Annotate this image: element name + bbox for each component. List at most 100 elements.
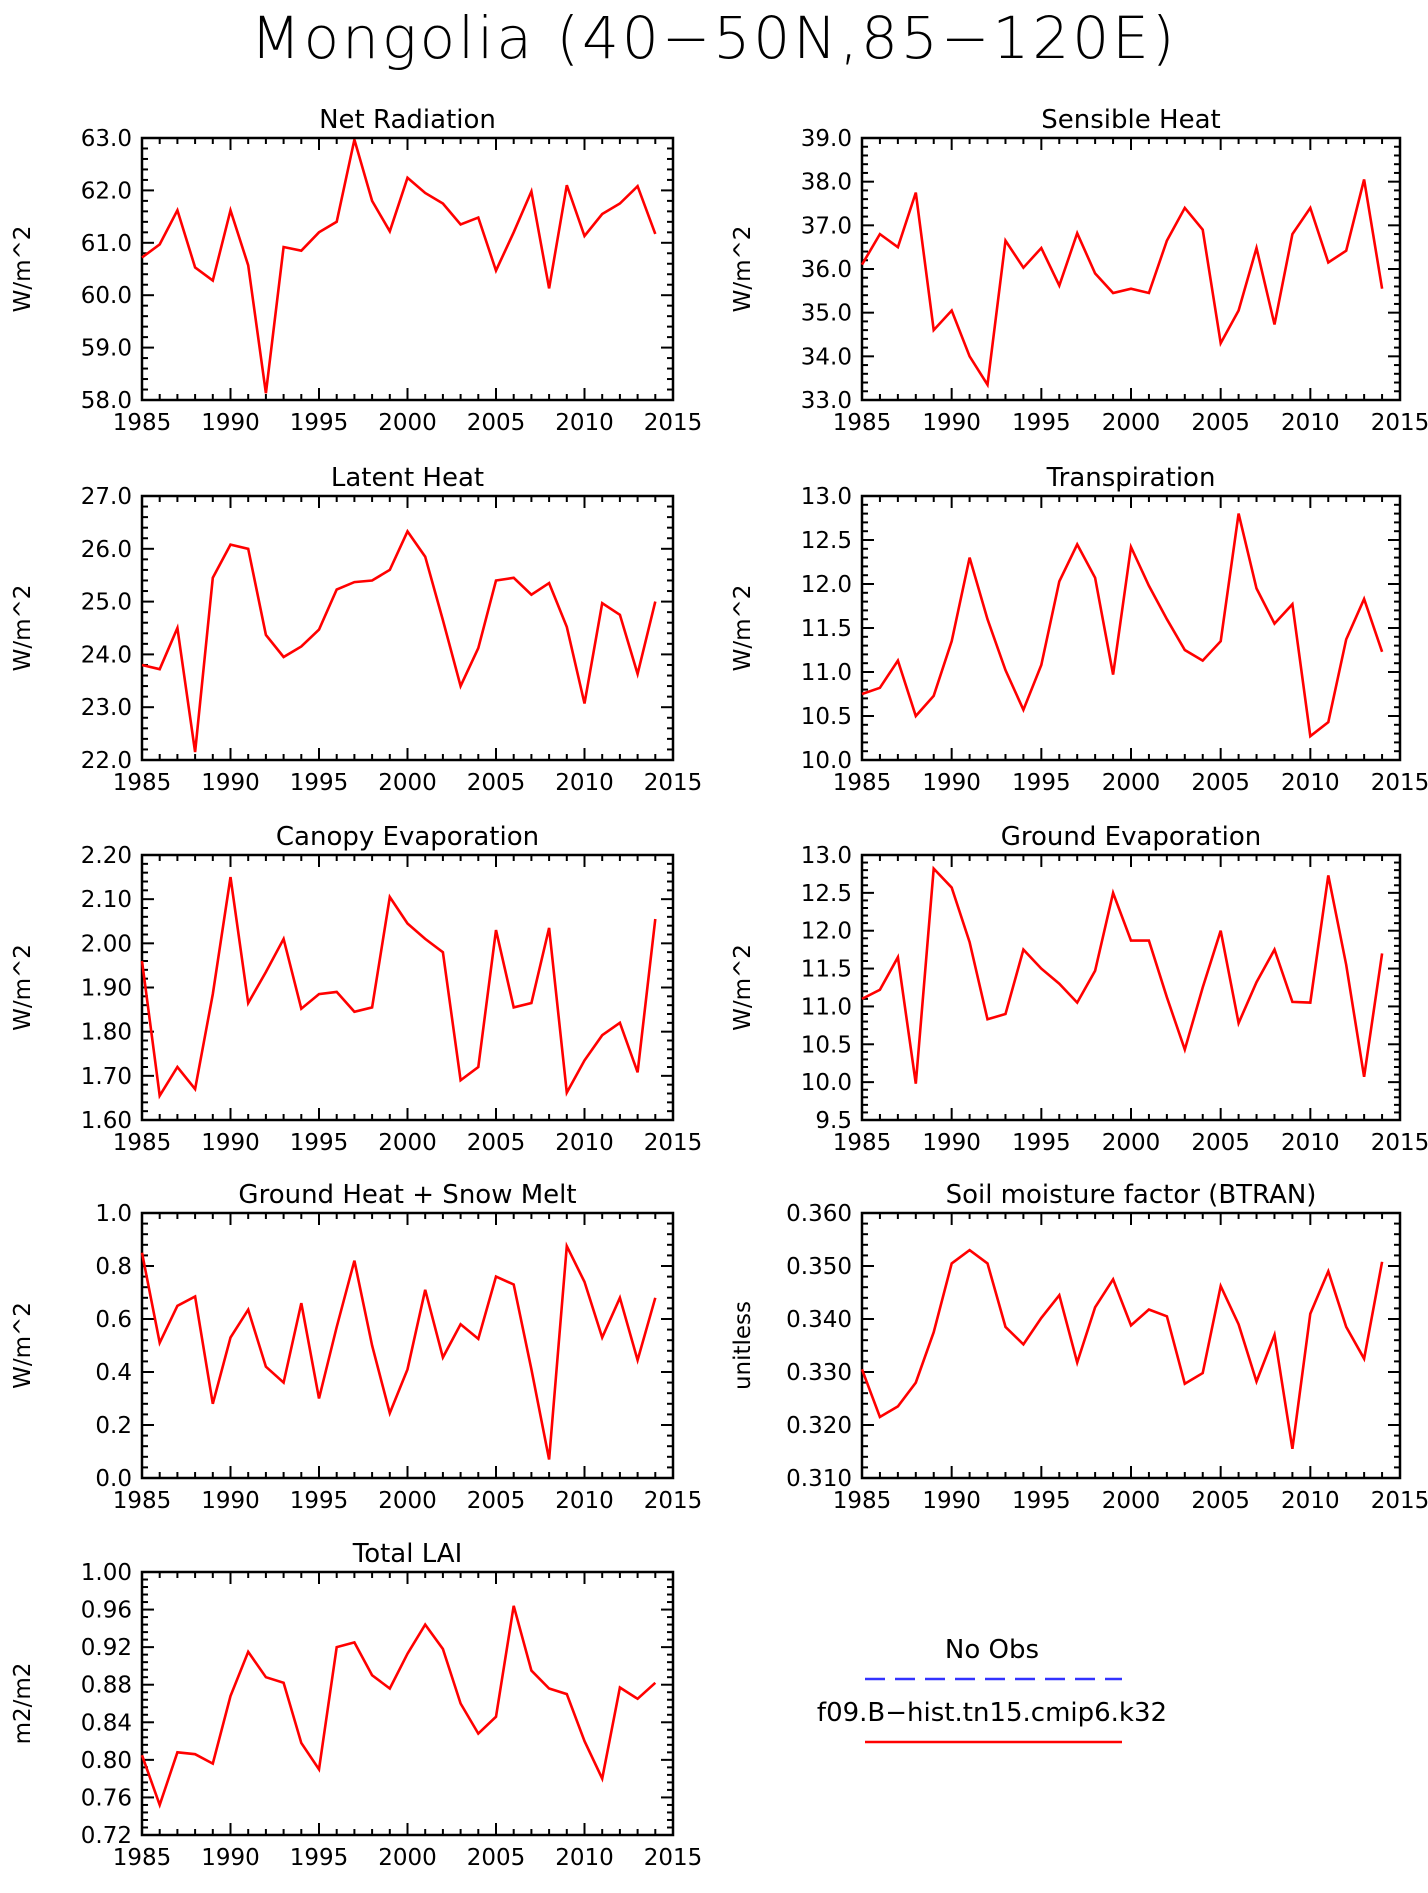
x-tick-label: 1990	[922, 1130, 981, 1156]
y-tick-label: 22.0	[81, 748, 132, 774]
legend: No Obs f09.B−hist.tn15.cmip6.k32	[817, 1635, 1167, 1744]
y-tick-label: 59.0	[81, 336, 132, 362]
y-tick-label: 24.0	[81, 642, 132, 668]
plot-frame	[860, 494, 1402, 762]
y-tick-label: 9.5	[815, 1108, 852, 1134]
y-tick-label: 0.6	[95, 1307, 132, 1333]
series-line	[861, 865, 1384, 1084]
x-tick-label: 2005	[467, 1130, 526, 1156]
x-tick-label: 2000	[1102, 1130, 1161, 1156]
x-tick-label: 2015	[644, 1845, 703, 1871]
series-line	[141, 139, 657, 394]
panel-title: Canopy Evaporation	[276, 822, 539, 852]
plot-frame	[140, 853, 675, 1122]
y-tick-label: 0.360	[786, 1201, 852, 1227]
panel-title: Latent Heat	[331, 463, 484, 493]
x-tick-label: 2000	[1102, 1488, 1161, 1514]
y-tick-label: 33.0	[801, 388, 852, 414]
y-tick-label: 60.0	[81, 283, 132, 309]
y-tick-label: 0.0	[95, 1466, 132, 1492]
y-axis-label: m2/m2	[10, 1663, 36, 1745]
panel-title: Ground Evaporation	[1001, 822, 1261, 852]
y-tick-label: 11.5	[801, 616, 852, 642]
x-tick-label: 2015	[1371, 1488, 1428, 1514]
y-tick-label: 12.5	[801, 528, 852, 554]
y-tick-label: 12.0	[801, 919, 852, 945]
y-tick-label: 63.0	[81, 126, 132, 152]
y-tick-label: 10.5	[801, 704, 852, 730]
x-tick-label: 1985	[833, 1130, 892, 1156]
y-tick-label: 2.10	[81, 887, 132, 913]
plot-frame	[140, 494, 675, 762]
y-tick-label: 62.0	[81, 178, 132, 204]
x-tick-label: 2000	[378, 770, 437, 796]
x-tick-label: 2015	[644, 1130, 703, 1156]
x-tick-label: 1985	[113, 1845, 172, 1871]
x-tick-label: 2005	[1191, 410, 1250, 436]
y-tick-label: 10.0	[801, 748, 852, 774]
y-tick-label: 13.0	[801, 843, 852, 869]
y-axis-label: W/m^2	[10, 944, 36, 1031]
x-tick-label: 1985	[833, 410, 892, 436]
y-tick-label: 13.0	[801, 484, 852, 510]
x-tick-label: 2000	[1102, 410, 1161, 436]
y-tick-label: 2.20	[81, 843, 132, 869]
legend-obs-label: No Obs	[945, 1635, 1039, 1665]
x-tick-label: 2000	[378, 1488, 437, 1514]
x-tick-label: 1985	[113, 410, 172, 436]
panel-1: 1985 1990 1995 2000 2005 2010 2015 33.0 34.0 35.0…	[730, 105, 1428, 436]
plot-frame	[140, 1570, 675, 1837]
x-tick-label: 2010	[555, 1130, 614, 1156]
series-line	[141, 528, 657, 753]
x-tick-label: 1995	[1012, 770, 1071, 796]
panel-7: 1985 1990 1995 2000 2005 2010 2015 0.310 0.320 0.…	[730, 1180, 1428, 1514]
plot-frame	[860, 1211, 1402, 1480]
y-tick-label: 0.92	[81, 1635, 132, 1661]
y-tick-label: 0.320	[786, 1413, 852, 1439]
x-tick-label: 2005	[467, 1488, 526, 1514]
x-tick-label: 2000	[378, 1130, 437, 1156]
x-tick-label: 2015	[1371, 770, 1428, 796]
y-tick-label: 0.2	[95, 1413, 132, 1439]
y-tick-label: 1.90	[81, 976, 132, 1002]
y-tick-label: 27.0	[81, 484, 132, 510]
x-tick-label: 2015	[644, 410, 703, 436]
page-title: Mongolia (40−50N,85−120E)	[250, 4, 1178, 72]
panel-2: 1985 1990 1995 2000 2005 2010 2015 22.0 23.0 24.0…	[10, 463, 702, 796]
plot-frame	[860, 136, 1402, 402]
series-line	[860, 179, 1384, 389]
y-axis-label: W/m^2	[730, 585, 756, 672]
y-tick-label: 1.60	[81, 1108, 132, 1134]
x-tick-label: 1995	[290, 1488, 349, 1514]
y-tick-label: 1.80	[81, 1020, 132, 1046]
panel-title: Ground Heat + Snow Melt	[238, 1180, 576, 1210]
x-tick-label: 2005	[467, 1845, 526, 1871]
y-tick-label: 11.0	[801, 994, 852, 1020]
y-tick-label: 0.96	[81, 1598, 132, 1624]
plot-frame	[140, 1211, 675, 1480]
panel-4: 1985 1990 1995 2000 2005 2010 2015 1.60 1.70 1.80…	[10, 822, 702, 1156]
y-tick-label: 0.80	[81, 1748, 132, 1774]
x-tick-label: 2005	[1191, 1488, 1250, 1514]
y-tick-label: 10.0	[801, 1070, 852, 1096]
y-tick-label: 35.0	[801, 301, 852, 327]
panel-title: Total LAI	[352, 1539, 463, 1569]
panel-6: 1985 1990 1995 2000 2005 2010 2015 0.0 0.2 0.4 0.6…	[10, 1180, 702, 1514]
x-tick-label: 2010	[555, 1488, 614, 1514]
y-tick-label: 36.0	[801, 257, 852, 283]
x-tick-label: 2015	[644, 770, 703, 796]
x-tick-label: 1985	[113, 770, 172, 796]
y-axis-label: W/m^2	[730, 944, 756, 1031]
x-tick-label: 2010	[1281, 770, 1340, 796]
series-line	[140, 1241, 657, 1460]
y-tick-label: 11.0	[801, 660, 852, 686]
y-tick-label: 61.0	[81, 231, 132, 257]
x-tick-label: 2005	[467, 770, 526, 796]
x-tick-label: 1985	[113, 1488, 172, 1514]
y-tick-label: 12.0	[801, 572, 852, 598]
panel-title: Sensible Heat	[1041, 105, 1220, 135]
y-tick-label: 0.4	[95, 1360, 132, 1386]
x-tick-label: 1995	[290, 770, 349, 796]
x-tick-label: 1990	[201, 410, 260, 436]
